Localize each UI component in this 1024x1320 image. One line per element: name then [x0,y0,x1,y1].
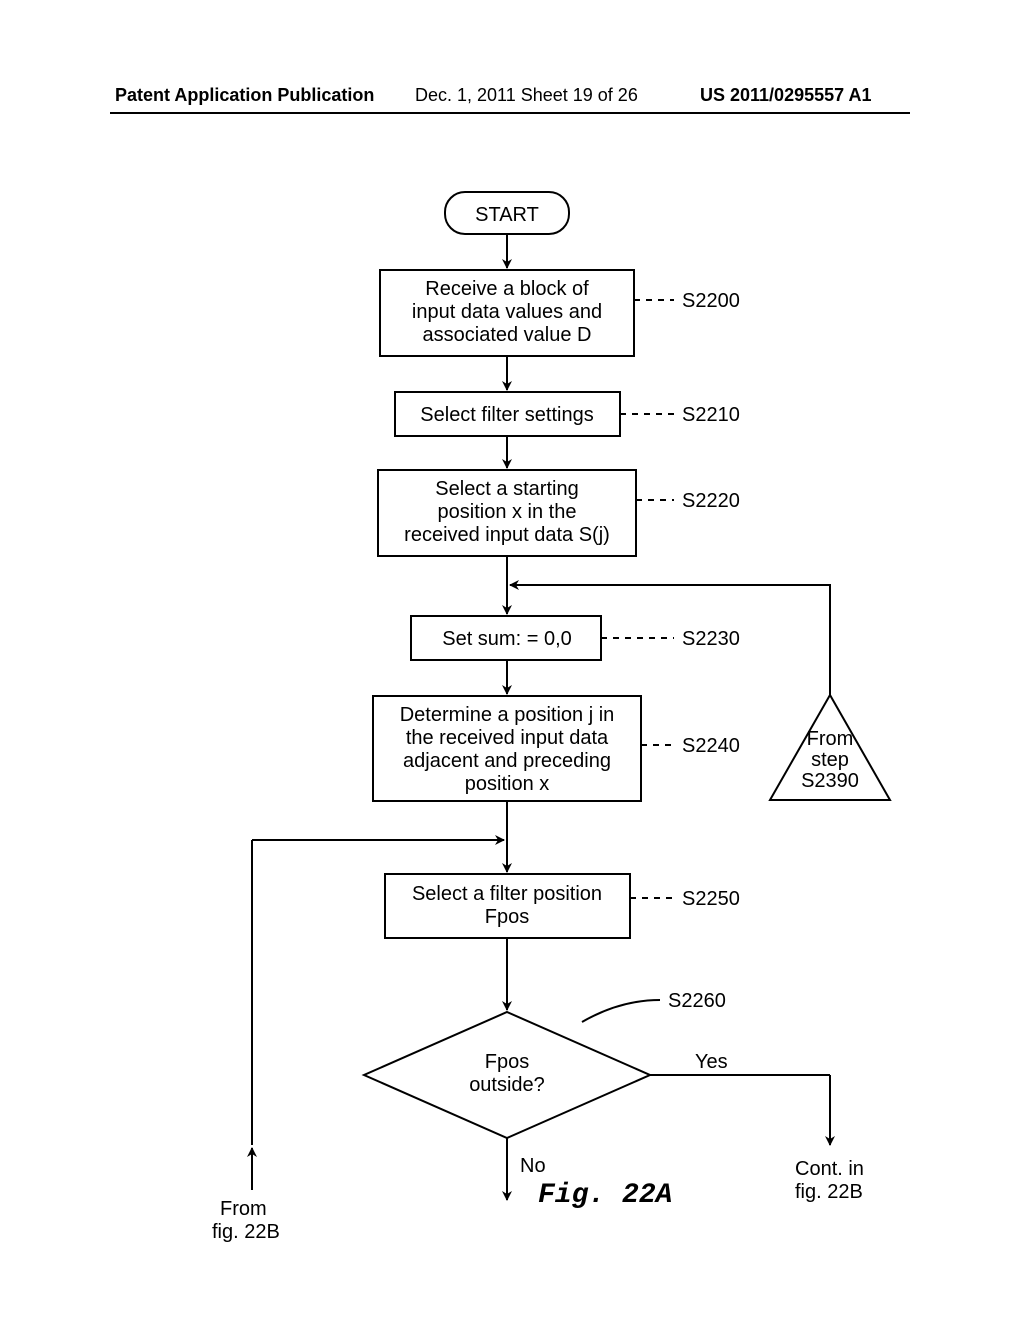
s2200-line2: input data values and [412,301,602,323]
s2220-label: S2220 [682,490,740,512]
s2250-line1: Select a filter position [412,883,602,905]
from22b-line1: From [220,1198,267,1220]
step-s2210: Select filter settings [395,392,620,436]
start-label: START [475,204,539,226]
connector-from-s2390: From step S2390 [770,695,890,800]
figure-label: Fig. 22A [538,1180,672,1211]
cont-line2: fig. 22B [795,1181,863,1203]
connector-line1: From [807,728,854,750]
step-s2240: Determine a position j in the received i… [373,696,641,801]
page: Patent Application Publication Dec. 1, 2… [0,0,1024,1320]
flowchart-svg: START Receive a block of input data valu… [0,0,1024,1320]
s2240-label: S2240 [682,735,740,757]
step-s2230: Set sum: = 0,0 [411,616,601,660]
leader-s2260 [582,1000,660,1022]
s2220-line3: received input data S(j) [404,524,610,546]
s2240-line4: position x [465,773,550,795]
s2220-line1: Select a starting [435,478,578,500]
s2220-line2: position x in the [438,501,577,523]
s2200-label: S2200 [682,290,740,312]
s2260-line2: outside? [469,1074,545,1096]
step-s2200: Receive a block of input data values and… [380,270,634,356]
s2260-label: S2260 [668,990,726,1012]
step-s2220: Select a starting position x in the rece… [378,470,636,556]
s2240-line3: adjacent and preceding [403,750,611,772]
start-node: START [445,192,569,234]
s2240-line2: the received input data [406,727,609,749]
s2230-label: S2230 [682,628,740,650]
s2230-text: Set sum: = 0,0 [442,628,572,650]
step-s2250: Select a filter position Fpos [385,874,630,938]
no-label: No [520,1155,546,1177]
connector-line3: S2390 [801,770,859,792]
decision-s2260: Fpos outside? [364,1012,650,1138]
cont-line1: Cont. in [795,1158,864,1180]
s2200-line1: Receive a block of [425,278,589,300]
from22b-line2: fig. 22B [212,1221,280,1243]
s2250-line2: Fpos [485,906,529,928]
yes-label: Yes [695,1051,728,1073]
s2210-text: Select filter settings [420,404,593,426]
s2240-line1: Determine a position j in [400,704,615,726]
s2200-line3: associated value D [423,324,592,346]
connector-line2: step [811,749,849,771]
s2260-line1: Fpos [485,1051,529,1073]
s2210-label: S2210 [682,404,740,426]
s2250-label: S2250 [682,888,740,910]
